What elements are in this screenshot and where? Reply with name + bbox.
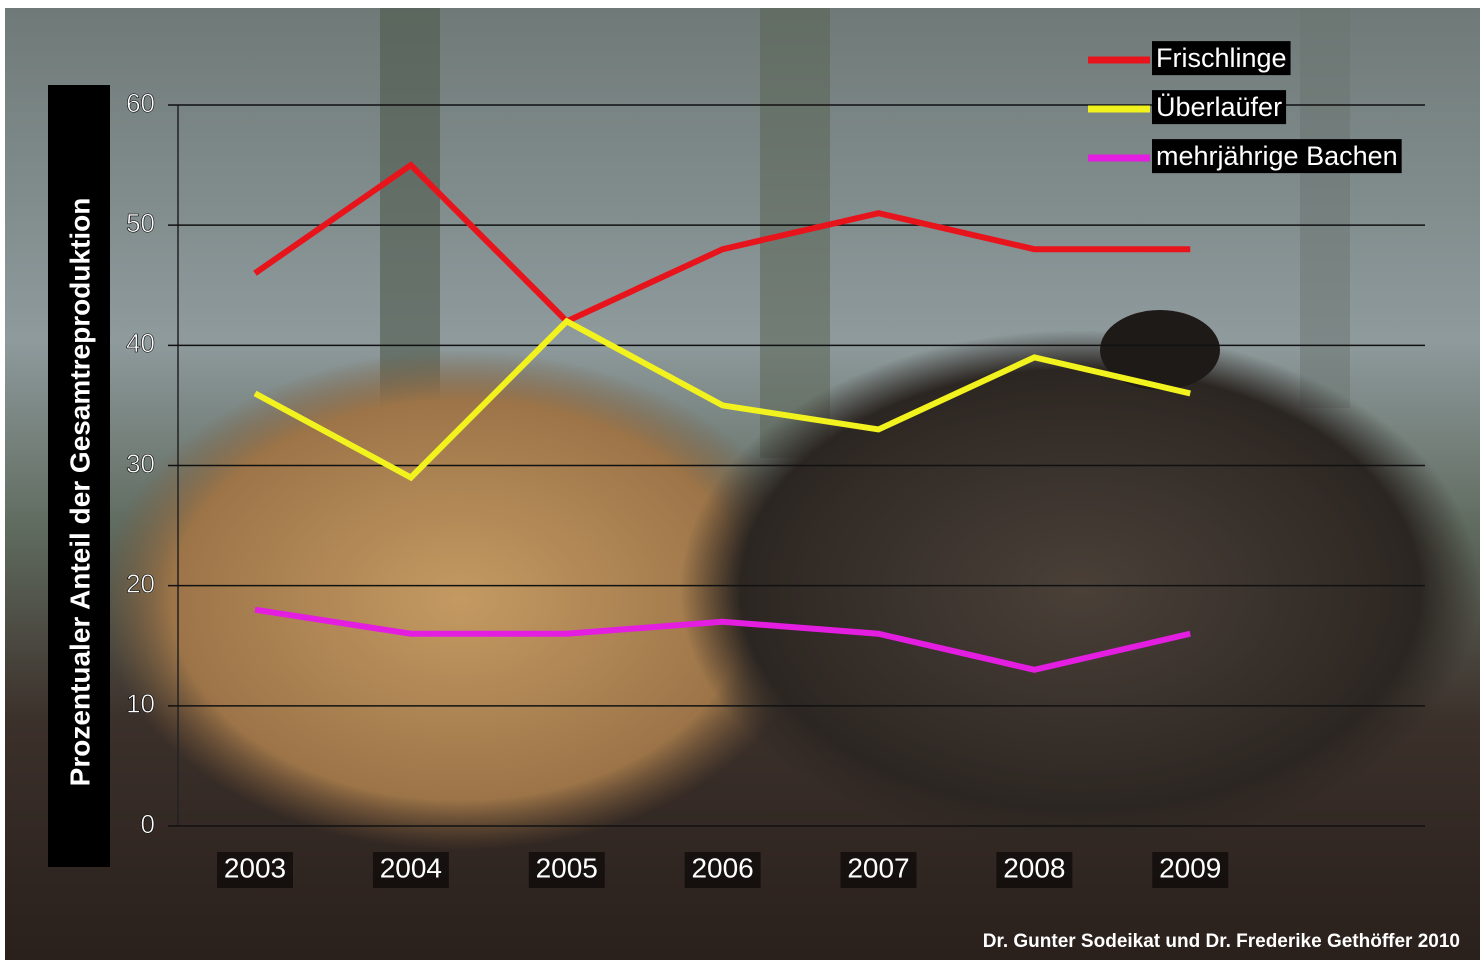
y-tick-label: 30 xyxy=(126,448,155,478)
y-tick-label: 0 xyxy=(141,809,155,839)
y-tick-label: 60 xyxy=(126,88,155,118)
legend-label: mehrjährige Bachen xyxy=(1156,141,1398,171)
x-tick-label: 2009 xyxy=(1159,852,1221,883)
x-tick-label: 2003 xyxy=(224,852,286,883)
y-tick-label: 40 xyxy=(126,328,155,358)
x-tick-label: 2008 xyxy=(1003,852,1065,883)
x-tick-label: 2006 xyxy=(691,852,753,883)
y-tick-label: 20 xyxy=(126,569,155,599)
credit: Dr. Gunter Sodeikat und Dr. Frederike Ge… xyxy=(983,931,1460,952)
x-tick-label: 2007 xyxy=(847,852,909,883)
legend-label: Frischlinge xyxy=(1156,43,1287,73)
y-axis-label: Prozentualer Anteil der Gesamtreprodukti… xyxy=(64,198,95,787)
legend-label: Überlaüfer xyxy=(1156,92,1282,122)
chart: Prozentualer Anteil der Gesamtreprodukti… xyxy=(0,0,1484,966)
x-tick-label: 2004 xyxy=(380,852,442,883)
x-tick-label: 2005 xyxy=(536,852,598,883)
y-tick-label: 10 xyxy=(126,689,155,719)
y-tick-label: 50 xyxy=(126,208,155,238)
